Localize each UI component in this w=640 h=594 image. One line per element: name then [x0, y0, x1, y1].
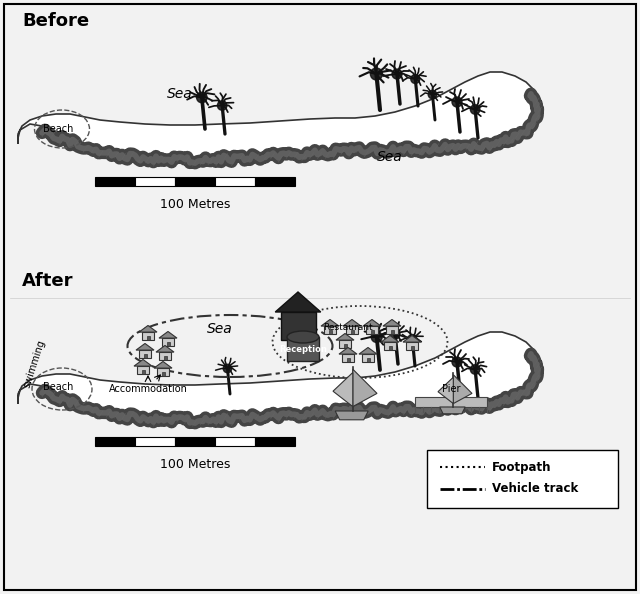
Text: After: After — [22, 272, 74, 290]
Polygon shape — [403, 336, 421, 342]
Bar — [135, 177, 175, 186]
Bar — [143, 354, 147, 358]
Polygon shape — [321, 320, 339, 326]
Text: Sea: Sea — [167, 87, 193, 101]
Polygon shape — [359, 347, 377, 354]
Polygon shape — [353, 369, 377, 407]
Text: Accommodation: Accommodation — [109, 384, 188, 394]
Text: Beach: Beach — [43, 382, 73, 392]
Circle shape — [390, 329, 400, 339]
Bar — [351, 330, 353, 334]
Polygon shape — [18, 72, 538, 158]
Circle shape — [223, 364, 232, 373]
Bar — [162, 338, 174, 346]
Polygon shape — [154, 362, 172, 368]
Bar — [255, 437, 295, 446]
Circle shape — [218, 101, 227, 110]
Circle shape — [411, 74, 420, 84]
Bar — [287, 337, 319, 361]
Polygon shape — [336, 333, 354, 340]
Bar — [388, 346, 392, 350]
Text: swimming: swimming — [22, 339, 47, 389]
Bar — [366, 326, 378, 334]
Bar — [95, 177, 135, 186]
Text: Pier: Pier — [442, 384, 460, 394]
Bar — [410, 346, 413, 350]
Bar — [362, 354, 374, 362]
FancyBboxPatch shape — [427, 450, 618, 508]
Bar — [390, 330, 394, 334]
Ellipse shape — [287, 331, 319, 343]
Bar — [406, 342, 418, 350]
Bar — [163, 356, 166, 360]
Circle shape — [408, 334, 417, 343]
Circle shape — [392, 69, 402, 79]
Bar — [367, 358, 369, 362]
Bar — [255, 177, 295, 186]
Bar — [280, 312, 316, 340]
Bar — [342, 354, 354, 362]
Bar — [175, 177, 215, 186]
Bar — [159, 352, 171, 360]
Bar — [339, 340, 351, 348]
Text: 100 Metres: 100 Metres — [160, 458, 230, 471]
Bar — [137, 366, 149, 374]
Bar — [344, 344, 346, 348]
Bar — [95, 437, 135, 446]
Polygon shape — [438, 377, 453, 403]
Polygon shape — [383, 320, 401, 326]
Polygon shape — [333, 372, 353, 407]
Bar — [328, 330, 332, 334]
Text: Beach: Beach — [43, 124, 73, 134]
Text: Restaurant: Restaurant — [323, 324, 372, 333]
Circle shape — [452, 97, 462, 107]
Bar — [135, 437, 175, 446]
Bar — [142, 332, 154, 340]
Polygon shape — [275, 292, 321, 312]
Polygon shape — [381, 336, 399, 342]
Circle shape — [452, 357, 462, 367]
Polygon shape — [343, 320, 361, 326]
Text: Sea: Sea — [207, 322, 233, 336]
Text: Reception: Reception — [279, 345, 327, 353]
Polygon shape — [139, 326, 157, 332]
Bar — [175, 437, 215, 446]
Text: Vehicle track: Vehicle track — [492, 482, 579, 495]
Bar — [386, 326, 398, 334]
Text: Footpath: Footpath — [492, 460, 552, 473]
Text: 100 Metres: 100 Metres — [160, 198, 230, 211]
Bar — [324, 326, 336, 334]
Text: Before: Before — [22, 12, 89, 30]
Circle shape — [470, 365, 480, 374]
Polygon shape — [159, 331, 177, 338]
Bar — [346, 358, 349, 362]
Text: Sea: Sea — [377, 150, 403, 164]
Polygon shape — [453, 375, 472, 403]
Bar — [139, 350, 151, 358]
Bar — [161, 372, 164, 376]
Bar — [415, 397, 487, 407]
Polygon shape — [440, 407, 465, 414]
Circle shape — [371, 331, 382, 343]
Bar — [384, 342, 396, 350]
Polygon shape — [134, 359, 152, 366]
Polygon shape — [363, 320, 381, 326]
Bar — [157, 368, 169, 376]
Polygon shape — [335, 411, 368, 420]
Bar — [371, 330, 374, 334]
Bar — [166, 342, 170, 346]
Polygon shape — [18, 332, 538, 418]
Circle shape — [371, 68, 383, 80]
Circle shape — [196, 92, 207, 103]
Circle shape — [428, 90, 436, 99]
Bar — [141, 370, 145, 374]
Bar — [215, 177, 255, 186]
Polygon shape — [136, 343, 154, 350]
Bar — [215, 437, 255, 446]
Bar — [147, 336, 150, 340]
Bar — [346, 326, 358, 334]
Polygon shape — [156, 346, 174, 352]
Circle shape — [470, 105, 480, 114]
Polygon shape — [339, 347, 357, 354]
